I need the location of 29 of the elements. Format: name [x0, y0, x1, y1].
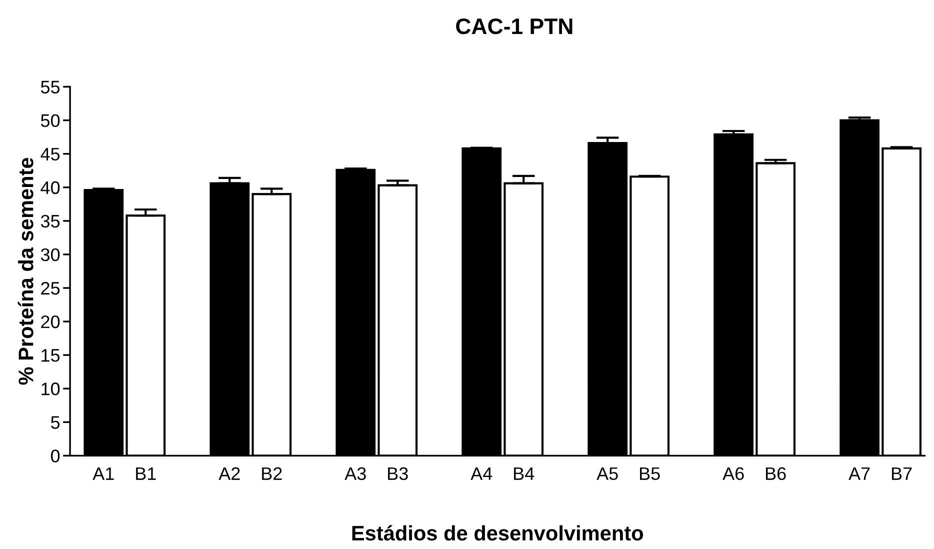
x-tick-label: B7 [892, 467, 912, 480]
y-axis-title: % Proteína da semente [18, 158, 34, 385]
y-tick-label: 0 [50, 450, 60, 462]
x-tick-label: B3 [388, 467, 408, 480]
x-tick-label: A1 [92, 467, 114, 480]
x-tick-label: B4 [514, 467, 534, 480]
x-tick-label: B5 [640, 467, 660, 480]
x-tick-label: B2 [262, 467, 282, 480]
y-tick-label: 20 [41, 315, 60, 328]
y-tick-label: 40 [40, 181, 60, 194]
y-tick-label: 50 [40, 114, 60, 127]
x-tick-label: A2 [218, 467, 240, 480]
x-tick-label: A4 [470, 467, 492, 480]
x-tick-label: A3 [344, 467, 366, 480]
y-tick-label: 10 [42, 382, 60, 396]
x-axis-title: Estádios de desenvolvimento [352, 525, 644, 541]
chart-title: CAC-1 PTN [456, 18, 572, 34]
x-tick-label: A6 [722, 467, 744, 480]
y-tick-label: 55 [40, 80, 60, 94]
y-tick-label: 35 [40, 214, 60, 228]
y-tick-label: 30 [40, 248, 60, 262]
y-tick-label: 5 [51, 416, 60, 429]
x-tick-label: A5 [596, 467, 618, 480]
y-tick-label: 25 [41, 282, 60, 295]
x-tick-label: B6 [766, 467, 786, 480]
y-tick-label: 45 [40, 148, 60, 161]
x-tick-label: A7 [848, 467, 870, 480]
y-tick-label: 15 [42, 349, 60, 362]
x-tick-label: B1 [136, 467, 156, 480]
